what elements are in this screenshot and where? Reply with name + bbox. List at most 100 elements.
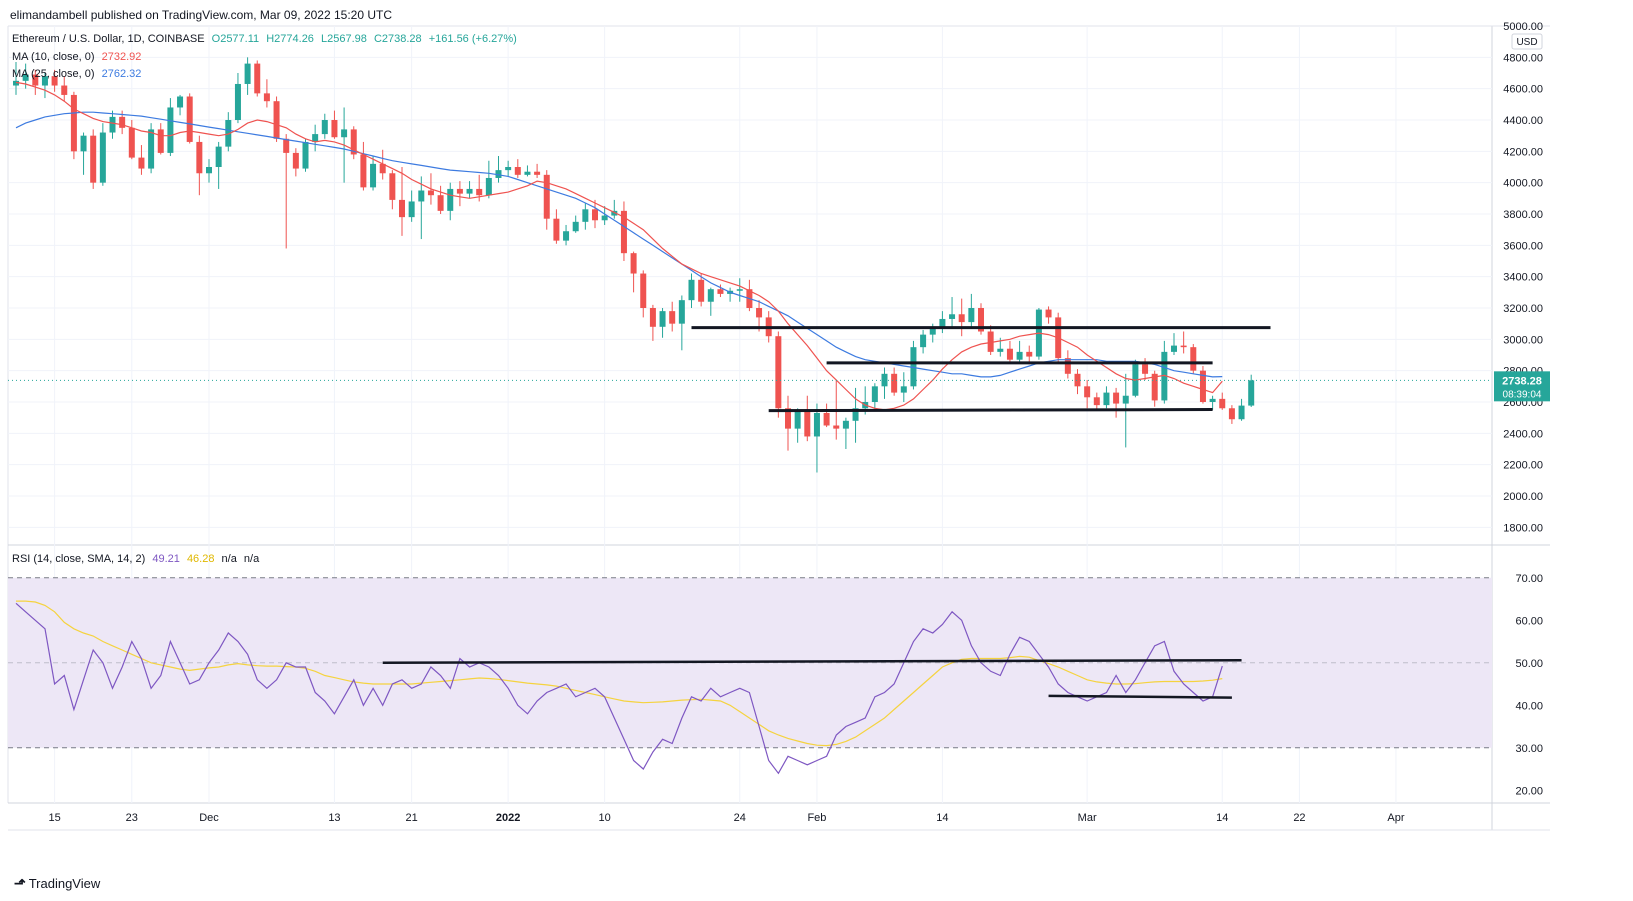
candle[interactable] [157, 123, 164, 155]
candle[interactable] [582, 203, 589, 230]
candle[interactable] [785, 395, 791, 451]
candle[interactable] [1064, 350, 1071, 379]
candle[interactable] [80, 132, 87, 175]
candle[interactable] [978, 303, 984, 335]
candle[interactable] [90, 129, 97, 189]
candle[interactable] [1161, 340, 1168, 404]
candle[interactable] [1190, 344, 1197, 374]
candle[interactable] [292, 148, 299, 177]
candle[interactable] [1113, 387, 1120, 418]
candle[interactable] [99, 123, 106, 186]
candle[interactable] [138, 145, 145, 175]
candle[interactable] [263, 79, 270, 108]
candle[interactable] [669, 301, 676, 332]
candle[interactable] [678, 295, 685, 351]
candle[interactable] [61, 76, 68, 102]
candle[interactable] [1074, 369, 1081, 395]
candle[interactable] [273, 96, 280, 142]
candle[interactable] [466, 181, 473, 199]
rsi-trendline[interactable] [1048, 694, 1232, 699]
candle[interactable] [1171, 333, 1177, 355]
candle[interactable] [717, 284, 724, 298]
candle[interactable] [900, 372, 907, 402]
candle[interactable] [399, 167, 405, 236]
candle[interactable] [418, 176, 425, 240]
candle[interactable] [659, 308, 666, 338]
candle[interactable] [910, 340, 917, 390]
candle[interactable] [968, 293, 975, 327]
candle[interactable] [987, 325, 994, 355]
candle[interactable] [1248, 374, 1255, 408]
candle[interactable] [1026, 345, 1033, 365]
candle[interactable] [794, 408, 801, 443]
candle[interactable] [196, 135, 203, 196]
candle[interactable] [534, 163, 541, 178]
candle[interactable] [1238, 398, 1245, 421]
candle[interactable] [707, 287, 714, 316]
candle[interactable] [370, 156, 377, 191]
price-trendline[interactable] [768, 408, 1213, 413]
candle[interactable] [109, 110, 116, 139]
candle[interactable] [1016, 340, 1023, 363]
rsi-legend[interactable]: RSI (14, close, SMA, 14, 2) 49.21 46.28 … [12, 553, 263, 565]
candle[interactable] [842, 417, 849, 449]
candle[interactable] [360, 141, 367, 191]
candle[interactable] [698, 273, 705, 307]
candle[interactable] [514, 159, 521, 178]
candle[interactable] [437, 185, 444, 214]
candle[interactable] [630, 251, 637, 293]
candle[interactable] [128, 120, 135, 160]
candle[interactable] [1199, 365, 1206, 404]
candle[interactable] [543, 170, 550, 230]
ma10-legend[interactable]: MA (10, close, 0) 2732.92 [12, 51, 145, 63]
candle[interactable] [1132, 359, 1139, 398]
candle[interactable] [611, 199, 618, 219]
candle[interactable] [302, 138, 309, 172]
candle[interactable] [447, 182, 454, 221]
candle[interactable] [51, 69, 58, 92]
candle[interactable] [1228, 405, 1235, 424]
candle[interactable] [852, 387, 859, 443]
candle[interactable] [1209, 395, 1216, 410]
candle[interactable] [1093, 392, 1100, 410]
candle[interactable] [254, 60, 261, 97]
candle[interactable] [41, 73, 48, 99]
candle[interactable] [485, 160, 492, 199]
candle[interactable] [177, 94, 184, 116]
candle[interactable] [13, 62, 19, 95]
candle[interactable] [1045, 306, 1052, 324]
candle[interactable] [225, 112, 232, 152]
candle[interactable] [456, 181, 463, 207]
candle[interactable] [649, 304, 656, 341]
candle[interactable] [379, 149, 386, 180]
candle[interactable] [1084, 380, 1091, 409]
candle[interactable] [32, 69, 39, 95]
candle[interactable] [813, 403, 820, 473]
candle[interactable] [495, 156, 502, 183]
candle[interactable] [283, 134, 290, 249]
candle[interactable] [958, 298, 965, 337]
ma25-legend[interactable]: MA (25, close, 0) 2762.32 [12, 68, 145, 80]
candle[interactable] [891, 367, 898, 396]
candle[interactable] [186, 93, 193, 144]
candle[interactable] [553, 209, 560, 244]
candle[interactable] [408, 190, 415, 222]
rsi-trendline[interactable] [382, 658, 1242, 664]
candle[interactable] [736, 278, 743, 302]
candle[interactable] [1219, 392, 1226, 410]
candle[interactable] [871, 383, 878, 410]
candle[interactable] [775, 331, 782, 418]
candle[interactable] [920, 329, 927, 354]
candle[interactable] [1180, 331, 1187, 354]
candle[interactable] [70, 91, 77, 160]
candle[interactable] [592, 199, 598, 229]
candle[interactable] [206, 159, 212, 183]
candle[interactable] [331, 110, 338, 139]
symbol-legend[interactable]: Ethereum / U.S. Dollar, 1D, COINBASE O25… [12, 33, 521, 45]
candle[interactable] [620, 201, 627, 261]
candle[interactable] [1006, 340, 1013, 363]
candle[interactable] [823, 403, 830, 428]
candle[interactable] [148, 123, 155, 174]
candle[interactable] [601, 206, 608, 225]
